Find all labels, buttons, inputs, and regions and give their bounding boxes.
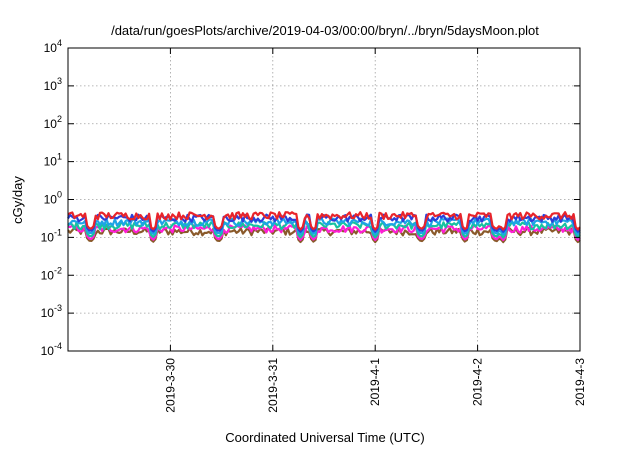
y-tick-label: 103 bbox=[44, 76, 62, 93]
x-axis-label: Coordinated Universal Time (UTC) bbox=[225, 430, 424, 445]
y-tick-label: 10-1 bbox=[41, 227, 62, 244]
y-tick-label: 104 bbox=[44, 38, 62, 55]
y-tick-label: 100 bbox=[44, 190, 62, 207]
x-tick-label: 2019-4-3 bbox=[573, 358, 587, 406]
y-tick-label: 101 bbox=[44, 152, 62, 169]
x-tick-label: 2019-4-1 bbox=[368, 358, 382, 406]
chart-title: /data/run/goesPlots/archive/2019-04-03/0… bbox=[111, 23, 539, 38]
data-series-line bbox=[67, 224, 581, 242]
x-tick-label: 2019-3-30 bbox=[163, 358, 177, 413]
grid-layer bbox=[68, 48, 580, 351]
x-tick-label: 2019-3-31 bbox=[266, 358, 280, 413]
x-tick-label: 2019-4-2 bbox=[471, 358, 485, 406]
x-tick-labels: 2019-3-30 2019-3-31 2019-4-1 2019-4-2 2019-4… bbox=[163, 358, 587, 413]
series-layer bbox=[67, 211, 581, 244]
data-series-line bbox=[67, 226, 581, 244]
data-series-line bbox=[67, 220, 581, 239]
y-tick-label: 10-3 bbox=[41, 303, 62, 320]
y-tick-label: 10-4 bbox=[41, 341, 62, 358]
y-tick-labels: 10-4 10-3 10-2 10-1 100 101 102 103 104 bbox=[41, 38, 62, 358]
y-tick-label: 10-2 bbox=[41, 265, 62, 282]
data-series-line bbox=[67, 217, 581, 236]
data-series-line bbox=[67, 211, 581, 231]
tick-layer bbox=[68, 47, 581, 352]
y-axis-label: cGy/day bbox=[10, 176, 25, 224]
y-tick-label: 102 bbox=[44, 114, 62, 131]
